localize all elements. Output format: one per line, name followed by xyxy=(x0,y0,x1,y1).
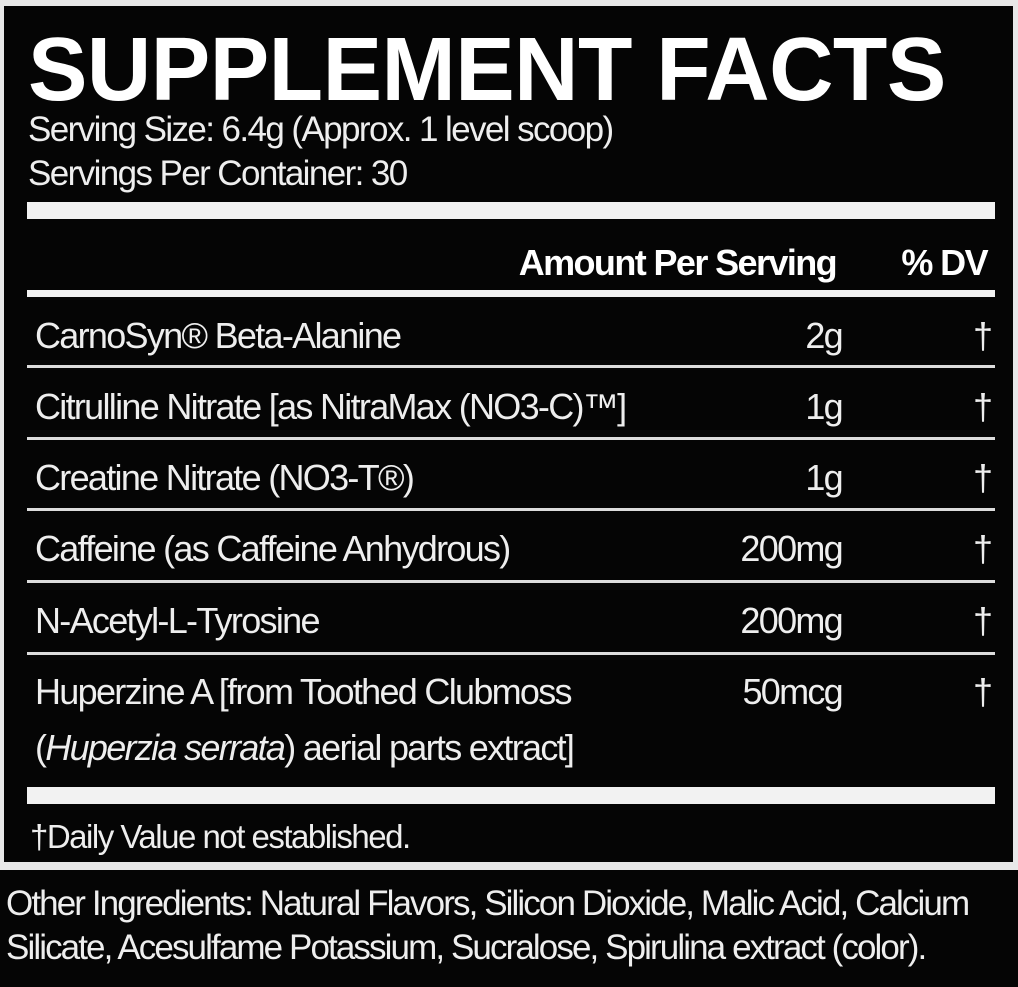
ingredient-amount: 200mg xyxy=(740,528,843,569)
ingredient-amount: 50mcg xyxy=(742,671,843,712)
dv-header: % DV xyxy=(901,242,988,283)
header-divider xyxy=(27,290,995,297)
thick-divider xyxy=(27,202,995,219)
row-divider xyxy=(27,580,995,583)
ingredient-name: Creatine Nitrate (NO3-T®) xyxy=(35,457,415,498)
row-divider xyxy=(27,437,995,440)
row-divider xyxy=(27,652,995,655)
ingredient-name: Huperzine A [from Toothed Clubmoss xyxy=(35,671,573,712)
latin-name: Huperzia serrata xyxy=(45,727,286,768)
ingredient-name: CarnoSyn® Beta-Alanine xyxy=(35,315,402,356)
ingredient-name: Caffeine (as Caffeine Anhydrous) xyxy=(35,528,511,569)
amount-per-serving-header: Amount Per Serving xyxy=(518,242,838,283)
row-divider xyxy=(27,508,995,511)
ingredient-amount: 2g xyxy=(805,315,843,356)
paren-open: ( xyxy=(35,727,47,768)
ingredient-dv: † xyxy=(972,386,993,427)
other-ingredients-section: Other Ingredients: Natural Flavors, Sili… xyxy=(0,870,1018,987)
name-suffix: ) aerial parts extract] xyxy=(284,727,575,768)
supplement-facts-panel: SUPPLEMENT FACTS Serving Size: 6.4g (App… xyxy=(4,6,1013,862)
title: SUPPLEMENT FACTS xyxy=(28,20,946,120)
other-ingredients: Other Ingredients: Natural Flavors, Sili… xyxy=(6,884,970,967)
ingredient-dv: † xyxy=(972,315,993,356)
ingredient-dv: † xyxy=(972,600,993,641)
ingredient-amount: 200mg xyxy=(740,600,843,641)
thick-divider xyxy=(27,787,995,804)
ingredient-amount: 1g xyxy=(805,457,843,498)
ingredient-name-line2: (Huperzia serrata) aerial parts extract] xyxy=(35,720,575,776)
ingredient-amount: 1g xyxy=(805,386,843,427)
ingredient-dv: † xyxy=(972,671,993,712)
ingredient-name: N-Acetyl-L-Tyrosine xyxy=(35,600,320,641)
serving-size: Serving Size: 6.4g (Approx. 1 level scoo… xyxy=(28,110,614,149)
ingredient-dv: † xyxy=(972,528,993,569)
row-divider xyxy=(27,365,995,368)
ingredient-dv: † xyxy=(972,457,993,498)
servings-per-container: Servings Per Container: 30 xyxy=(28,154,408,193)
ingredient-name: Citrulline Nitrate [as NitraMax (NO3-C)™… xyxy=(35,386,627,427)
footnote: †Daily Value not established. xyxy=(30,818,411,855)
